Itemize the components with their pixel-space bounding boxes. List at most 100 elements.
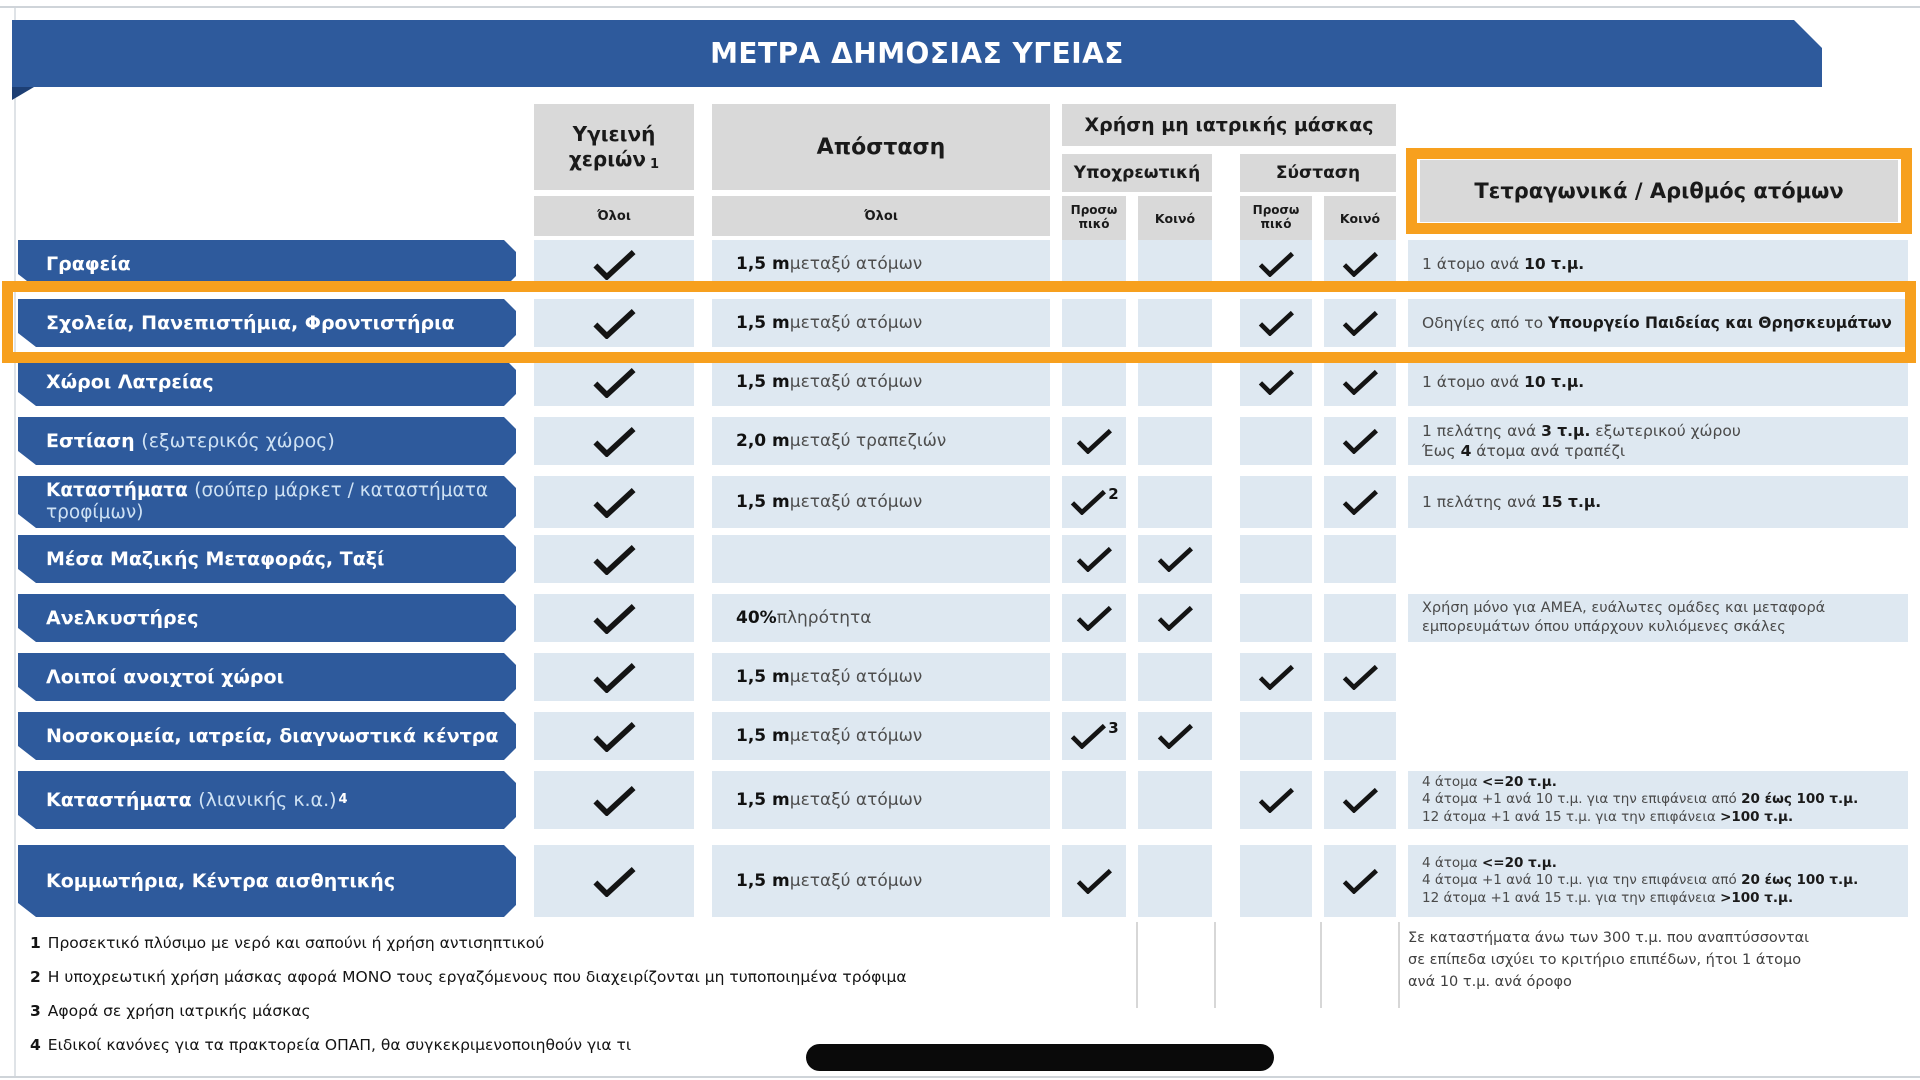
check-icon — [1076, 868, 1112, 894]
distance-cell: 2,0 m μεταξύ τραπεζιών — [712, 417, 1050, 465]
mask-mandatory-public-cell — [1138, 653, 1212, 701]
mask-mandatory-staff-cell: 2 — [1062, 476, 1126, 528]
mask-mandatory-public-cell — [1138, 240, 1212, 288]
subheader-mandatory-staff: Προσω πικό — [1062, 196, 1126, 240]
check-icon — [593, 367, 636, 398]
distance-cell: 1,5 m μεταξύ ατόμων — [712, 771, 1050, 829]
row-label: Εστίαση (εξωτερικός χώρος) — [18, 417, 516, 465]
subheader-distance-all: Όλοι — [712, 196, 1050, 236]
row-label: Καταστήματα (σούπερ μάρκετ / καταστήματα… — [18, 476, 516, 528]
check-icon — [1342, 310, 1378, 336]
mask-recommended-public-cell — [1324, 653, 1396, 701]
footnote-4: 4 Ειδικοί κανόνες για τα πρακτορεία ΟΠΑΠ,… — [30, 1036, 632, 1054]
hygiene-cell — [534, 594, 694, 642]
mask-recommended-public-cell — [1324, 476, 1396, 528]
check-icon — [1157, 546, 1193, 572]
check-icon — [593, 544, 636, 575]
check-icon — [1076, 546, 1112, 572]
check-icon — [1071, 489, 1107, 515]
hygiene-cell — [534, 240, 694, 288]
page-bottom-border — [0, 1076, 1920, 1078]
check-icon — [1258, 369, 1294, 395]
column-separator-line — [1136, 922, 1138, 1008]
mask-recommended-staff-cell — [1240, 299, 1312, 347]
row-label: Λοιποί ανοιχτοί χώροι — [18, 653, 516, 701]
mask-recommended-public-cell — [1324, 417, 1396, 465]
check-icon — [1258, 664, 1294, 690]
column-header-capacity: Τετραγωνικά / Αριθμός ατόμων — [1420, 160, 1898, 222]
mask-mandatory-public-cell — [1138, 594, 1212, 642]
row-label: Γραφεία — [18, 240, 516, 288]
mask-recommended-staff-cell — [1240, 240, 1312, 288]
mask-mandatory-public-cell — [1138, 712, 1212, 760]
mask-recommended-staff-cell — [1240, 712, 1312, 760]
banner-fold-notch — [12, 87, 34, 100]
row-label: Νοσοκομεία, ιατρεία, διαγνωστικά κέντρα — [18, 712, 516, 760]
footnote-3: 3 Αφορά σε χρήση ιατρικής μάσκας — [30, 1002, 311, 1020]
mask-recommended-staff-cell — [1240, 476, 1312, 528]
mask-mandatory-staff-cell — [1062, 535, 1126, 583]
check-icon — [593, 721, 636, 752]
hygiene-cell — [534, 417, 694, 465]
mask-mandatory-public-cell — [1138, 358, 1212, 406]
hygiene-cell — [534, 771, 694, 829]
mask-recommended-public-cell — [1324, 845, 1396, 917]
hygiene-cell — [534, 712, 694, 760]
hygiene-cell — [534, 299, 694, 347]
check-icon — [1157, 605, 1193, 631]
subheader-recommended-staff: Προσω πικό — [1240, 196, 1312, 240]
check-icon — [1157, 723, 1193, 749]
check-icon — [593, 866, 636, 897]
mask-recommended-staff-cell — [1240, 594, 1312, 642]
subheader-recommended-public: Κοινό — [1324, 196, 1396, 240]
capacity-side-note: Σε καταστήματα άνω των 300 τ.μ. που αναπ… — [1408, 930, 1810, 990]
distance-cell: 1,5 m μεταξύ ατόμων — [712, 240, 1050, 288]
mask-recommended-staff-cell — [1240, 358, 1312, 406]
page-left-border — [14, 8, 16, 1076]
check-icon — [1076, 428, 1112, 454]
check-icon — [1258, 251, 1294, 277]
row-label: Μέσα Μαζικής Μεταφοράς, Ταξί — [18, 535, 516, 583]
mask-recommended-public-cell — [1324, 771, 1396, 829]
distance-cell: 1,5 m μεταξύ ατόμων — [712, 845, 1050, 917]
check-icon — [593, 487, 636, 518]
check-icon — [1076, 605, 1112, 631]
subheader-mandatory-public: Κοινό — [1138, 196, 1212, 240]
row-label: Κομμωτήρια, Κέντρα αισθητικής — [18, 845, 516, 917]
subheader-hygiene-all: Όλοι — [534, 196, 694, 236]
mask-recommended-public-cell — [1324, 358, 1396, 406]
check-icon — [1071, 723, 1107, 749]
check-icon — [1342, 787, 1378, 813]
mask-recommended-public-cell — [1324, 535, 1396, 583]
mask-mandatory-public-cell — [1138, 299, 1212, 347]
check-icon — [1342, 369, 1378, 395]
hygiene-cell — [534, 845, 694, 917]
capacity-cell: 1 άτομο ανά 10 τ.μ. — [1408, 240, 1908, 288]
hygiene-cell — [534, 476, 694, 528]
check-icon — [593, 603, 636, 634]
mask-mandatory-staff-cell — [1062, 417, 1126, 465]
mask-mandatory-staff-cell — [1062, 594, 1126, 642]
distance-cell: 1,5 m μεταξύ ατόμων — [712, 653, 1050, 701]
row-label: Ανελκυστήρες — [18, 594, 516, 642]
mask-recommended-public-cell — [1324, 594, 1396, 642]
column-header-mandatory: Υποχρεωτική — [1062, 154, 1212, 192]
column-header-non-medical-mask: Χρήση μη ιατρικής μάσκας — [1062, 104, 1396, 146]
check-superscript: 2 — [1108, 485, 1119, 503]
check-icon — [1342, 251, 1378, 277]
footnote-ref-1: 1 — [650, 157, 660, 172]
capacity-cell: 1 άτομο ανά 10 τ.μ. — [1408, 358, 1908, 406]
page-top-border — [0, 6, 1920, 8]
mask-mandatory-public-cell — [1138, 845, 1212, 917]
capacity-cell: Χρήση μόνο για ΑΜΕΑ, ευάλωτες ομάδες και… — [1408, 594, 1908, 642]
mask-recommended-staff-cell — [1240, 417, 1312, 465]
label-superscript: 4 — [338, 792, 348, 808]
mask-mandatory-public-cell — [1138, 771, 1212, 829]
mask-recommended-public-cell — [1324, 240, 1396, 288]
mask-recommended-staff-cell — [1240, 653, 1312, 701]
mask-mandatory-staff-cell — [1062, 299, 1126, 347]
column-separator-line — [1214, 922, 1216, 1008]
mask-mandatory-public-cell — [1138, 535, 1212, 583]
